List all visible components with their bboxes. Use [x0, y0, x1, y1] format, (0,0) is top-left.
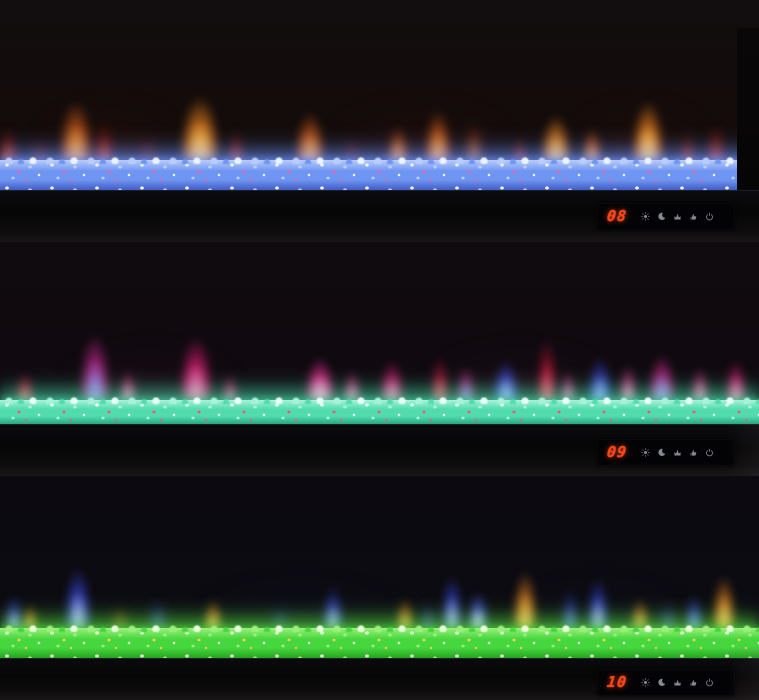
- sleep-timer-icon[interactable]: [657, 678, 666, 687]
- fireplace-frame-edge: [737, 28, 759, 192]
- flame: [318, 570, 348, 630]
- flame-zone: [0, 40, 759, 168]
- led-readout: 09: [606, 443, 629, 461]
- led-readout: 08: [606, 207, 629, 225]
- flame: [59, 542, 97, 630]
- flame: [681, 582, 707, 630]
- wall-light: [713, 423, 759, 476]
- front-panel: 08: [0, 190, 759, 242]
- fireplace-panel-3: 10: [0, 476, 759, 700]
- flame: [508, 548, 542, 630]
- flame: [289, 92, 331, 164]
- touch-controls: [641, 212, 714, 221]
- sleep-timer-icon[interactable]: [657, 448, 666, 457]
- flame: [583, 558, 613, 630]
- flame: [535, 96, 577, 164]
- flame: [427, 338, 453, 402]
- flame: [488, 344, 524, 402]
- flame: [583, 340, 617, 402]
- wall-light: [713, 647, 759, 700]
- flame: [463, 106, 485, 164]
- flame: [643, 336, 681, 402]
- heater-icon[interactable]: [689, 678, 698, 687]
- flame: [299, 340, 341, 402]
- flame-effect-icon[interactable]: [673, 212, 682, 221]
- power-icon[interactable]: [705, 448, 714, 457]
- flame: [173, 69, 227, 164]
- flame: [74, 307, 116, 402]
- flame: [533, 314, 561, 402]
- brightness-icon[interactable]: [641, 678, 650, 687]
- flame: [19, 594, 41, 630]
- flame: [626, 76, 670, 164]
- power-icon[interactable]: [705, 212, 714, 221]
- flame: [375, 344, 409, 402]
- flame: [219, 362, 241, 402]
- led-display: 08: [597, 203, 735, 230]
- flame: [173, 310, 219, 402]
- sleep-timer-icon[interactable]: [657, 212, 666, 221]
- flame: [270, 596, 290, 630]
- touch-controls: [641, 678, 714, 687]
- flame: [452, 352, 480, 402]
- flame-effect-icon[interactable]: [673, 678, 682, 687]
- brightness-icon[interactable]: [641, 448, 650, 457]
- led-display: 09: [597, 439, 735, 466]
- fireplace-panel-2: 09: [0, 242, 759, 476]
- crystal-bed: [0, 400, 759, 426]
- heater-icon[interactable]: [689, 448, 698, 457]
- flame: [557, 358, 579, 402]
- led-readout: 10: [606, 673, 629, 691]
- flame: [463, 576, 493, 630]
- flame: [419, 90, 457, 164]
- front-panel: 09: [0, 423, 759, 476]
- power-icon[interactable]: [705, 678, 714, 687]
- fireplace-panel-1: 08: [0, 0, 759, 242]
- flame: [721, 344, 751, 402]
- flame-zone: [0, 506, 759, 634]
- flame: [616, 350, 640, 402]
- flame: [557, 572, 583, 630]
- heater-icon[interactable]: [689, 212, 698, 221]
- flame: [708, 554, 740, 630]
- flame-effect-icon[interactable]: [673, 448, 682, 457]
- touch-controls: [641, 448, 714, 457]
- front-panel: 10: [0, 647, 759, 700]
- flame: [437, 554, 467, 630]
- crystal-bed: [0, 628, 759, 660]
- flame: [0, 112, 23, 164]
- flame: [110, 596, 130, 630]
- brightness-icon[interactable]: [641, 212, 650, 221]
- flame: [657, 590, 679, 630]
- led-display: 10: [597, 669, 735, 696]
- flame: [687, 354, 713, 402]
- flame-zone: [0, 278, 759, 406]
- flame: [417, 590, 439, 630]
- crystal-bed: [0, 160, 759, 192]
